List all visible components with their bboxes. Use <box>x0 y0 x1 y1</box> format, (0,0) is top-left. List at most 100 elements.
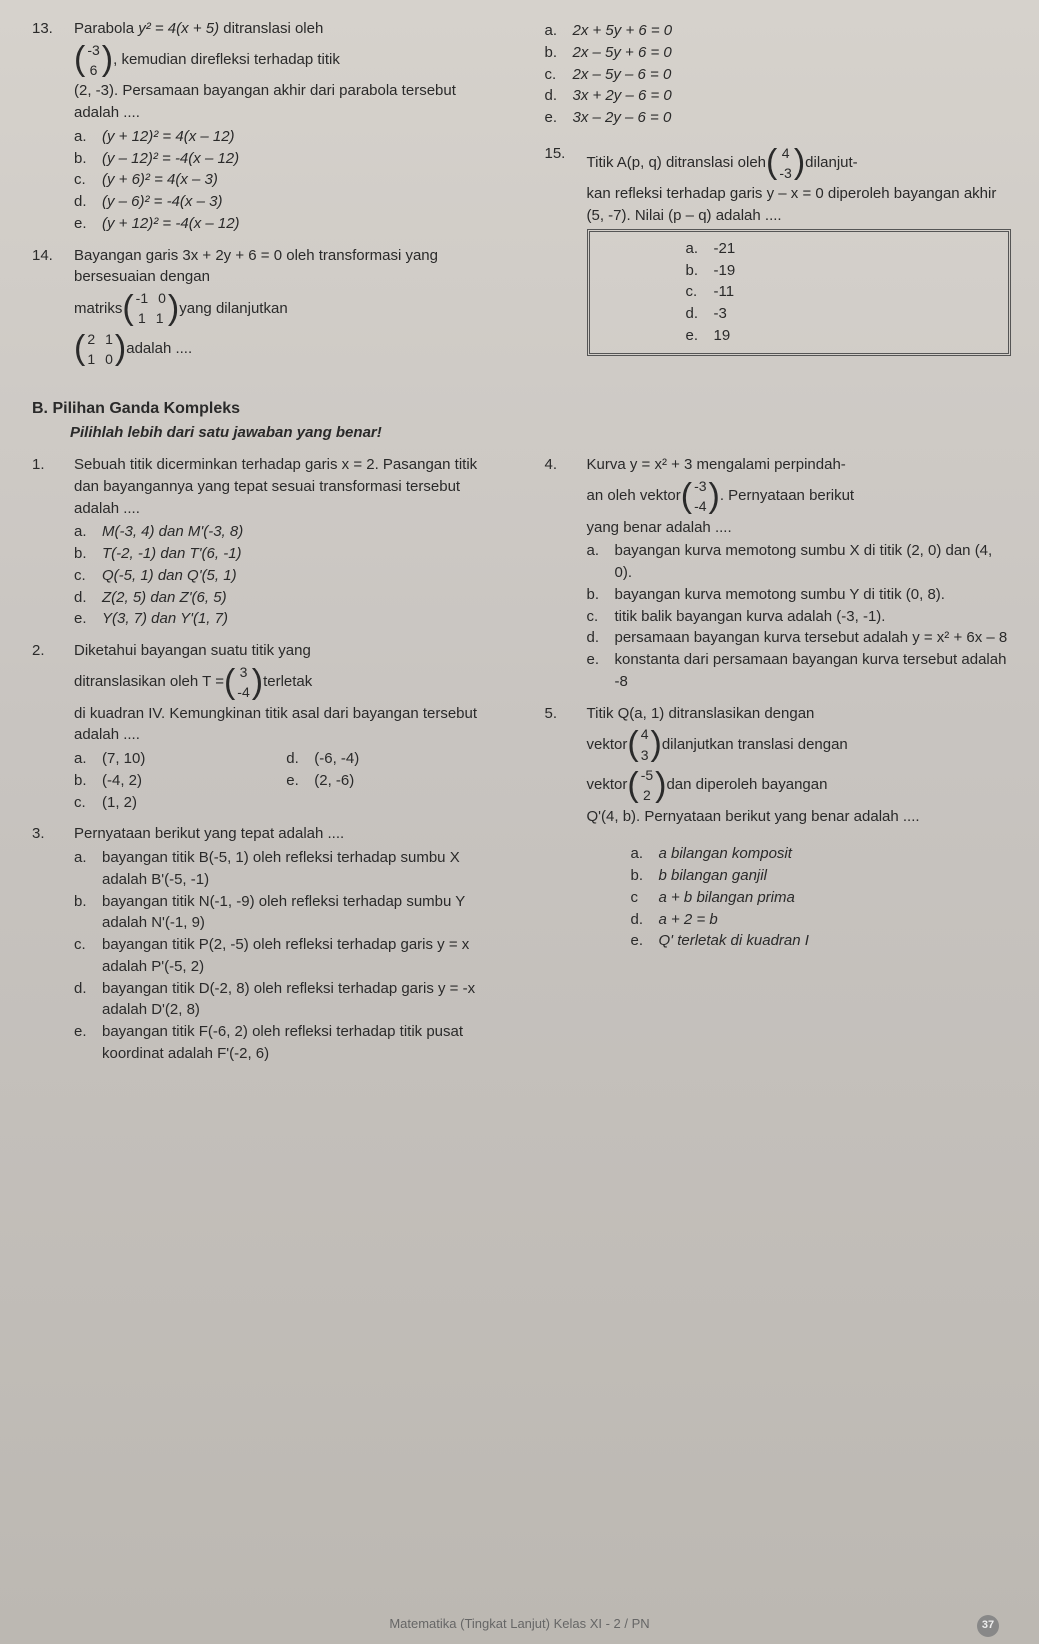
q13-opt-b: (y – 12)² = -4(x – 12) <box>102 148 499 170</box>
b4-number: 4. <box>545 454 587 692</box>
question-b3: 3. Pernyataan berikut yang tepat adalah … <box>32 823 499 1064</box>
opt-letter: b. <box>74 148 102 170</box>
question-b1: 1. Sebuah titik dicerminkan terhadap gar… <box>32 454 499 630</box>
b3-number: 3. <box>32 823 74 1064</box>
q13-vec-bot: 6 <box>90 60 98 80</box>
q15-text3: kan refleksi terhadap garis y – x = 0 di… <box>587 183 1012 227</box>
b1-opt-e: Y(3, 7) dan Y'(1, 7) <box>102 608 499 630</box>
q13-text4: (2, -3). Persamaan bayangan akhir dari p… <box>74 80 499 124</box>
b2-text2: ditranslasikan oleh T = <box>74 671 224 693</box>
q14-text3: yang dilanjutkan <box>179 298 287 320</box>
opt-letter: d. <box>286 748 314 770</box>
b1-opt-b: T(-2, -1) dan T'(6, -1) <box>102 543 499 565</box>
b3-body: Pernyataan berikut yang tepat adalah ...… <box>74 823 499 1064</box>
b5-opt-b: b bilangan ganjil <box>659 865 1012 887</box>
opt-letter: b. <box>545 42 573 64</box>
b5-opt-d: a + 2 = b <box>659 909 1012 931</box>
b4-opt-d: persamaan bayangan kurva ter­sebut adala… <box>615 627 1012 649</box>
opt-letter: d. <box>545 85 573 107</box>
q15-vec-top: 4 <box>782 143 790 163</box>
q13-body: Parabola y² = 4(x + 5) ditranslasi oleh … <box>74 18 499 235</box>
m1-00: -1 <box>136 288 148 308</box>
b5-text3: dilanjutkan translasi dengan <box>662 734 848 756</box>
b5-v1-bot: 3 <box>641 745 649 765</box>
b1-opt-d: Z(2, 5) dan Z'(6, 5) <box>102 587 499 609</box>
opt-letter: e. <box>587 649 615 693</box>
b5-text1: Titik Q(a, 1) ditranslasikan dengan <box>587 703 1012 725</box>
m1-01: 0 <box>158 288 166 308</box>
opt-letter: c. <box>74 169 102 191</box>
opt-letter: d. <box>686 303 714 325</box>
q14-text1: Bayangan garis 3x + 2y + 6 = 0 oleh tran… <box>74 245 499 289</box>
q15-opt-e: 19 <box>714 325 981 347</box>
q13-eq: y² = 4(x + 5) <box>138 20 219 37</box>
question-13: 13. Parabola y² = 4(x + 5) ditranslasi o… <box>32 18 499 235</box>
b3-opt-e: bayangan titik F(-6, 2) oleh refleksi te… <box>102 1021 499 1065</box>
opt-letter: a. <box>545 20 573 42</box>
opt-letter: b. <box>587 584 615 606</box>
opt-letter: e. <box>286 770 314 792</box>
q13-text: Parabola <box>74 20 138 37</box>
b4-vector: (-3-4) <box>681 476 720 517</box>
q13-vector: ( -36 ) <box>74 40 113 81</box>
q15-answer-box: a.-21 b.-19 c.-11 d.-3 e.19 <box>587 229 1012 356</box>
q14-matrix1: ( -10 11 ) <box>122 288 179 329</box>
q13-number: 13. <box>32 18 74 235</box>
b4-opt-a: bayangan kurva memotong sumbu X di titik… <box>615 540 1012 584</box>
b2-number: 2. <box>32 640 74 813</box>
b3-stem: Pernyataan berikut yang tepat adalah ...… <box>74 823 499 845</box>
b4-opt-e: konstanta dari persamaan bayang­an kurva… <box>615 649 1012 693</box>
b4-body: Kurva y = x² + 3 mengalami perpindah- an… <box>587 454 1012 692</box>
q14-matrix2: ( 21 10 ) <box>74 329 126 370</box>
q15-opt-b: -19 <box>714 260 981 282</box>
q13-text3: , kemudian direfleksi terhadap titik <box>113 49 340 71</box>
q15-opt-a: -21 <box>714 238 981 260</box>
q15-text2: dilanjut- <box>805 152 858 174</box>
opt-letter: e. <box>545 107 573 129</box>
q15-body: Titik A(p, q) ditranslasi oleh ( 4-3 ) d… <box>587 143 1012 356</box>
question-14: 14. Bayangan garis 3x + 2y + 6 = 0 oleh … <box>32 245 499 370</box>
opt-letter: e. <box>631 930 659 952</box>
opt-letter: a. <box>631 843 659 865</box>
b2-body: Diketahui bayangan suatu titik yang ditr… <box>74 640 499 813</box>
opt-letter: e. <box>74 213 102 235</box>
b5-opt-e: Q' terletak di kuadran I <box>659 930 1012 952</box>
opt-letter: b. <box>74 770 102 792</box>
opt-letter: c. <box>587 606 615 628</box>
opt-letter: a. <box>74 847 102 891</box>
b3-opt-b: bayangan titik N(-1, -9) oleh refleksi t… <box>102 891 499 935</box>
b5-v1-top: 4 <box>641 724 649 744</box>
q14-opt-a: 2x + 5y + 6 = 0 <box>573 20 1012 42</box>
q13-opt-c: (y + 6)² = 4(x – 3) <box>102 169 499 191</box>
q15-opt-c: -11 <box>714 281 981 303</box>
b2-text3: terletak <box>263 671 312 693</box>
b2-text1: Diketahui bayangan suatu titik yang <box>74 640 499 662</box>
q14-body: Bayangan garis 3x + 2y + 6 = 0 oleh tran… <box>74 245 499 370</box>
opt-letter: b. <box>74 543 102 565</box>
q13-opt-d: (y – 6)² = -4(x – 3) <box>102 191 499 213</box>
b4-vec-top: -3 <box>694 476 706 496</box>
b2-text4: di kuadran IV. Kemungkinan titik asal da… <box>74 703 499 747</box>
b2-opt-e: (2, -6) <box>314 770 498 792</box>
opt-letter: a. <box>587 540 615 584</box>
question-b2: 2. Diketahui bayangan suatu titik yang d… <box>32 640 499 813</box>
opt-letter: d. <box>74 191 102 213</box>
m1-11: 1 <box>156 308 164 328</box>
b5-v2-bot: 2 <box>643 785 651 805</box>
q14-text4: adalah .... <box>126 338 192 360</box>
q13-vec-top: -3 <box>87 40 99 60</box>
b5-text4: vektor <box>587 774 628 796</box>
b5-body: Titik Q(a, 1) ditranslasikan dengan vekt… <box>587 703 1012 962</box>
b2-vec-bot: -4 <box>237 682 249 702</box>
opt-letter: b. <box>631 865 659 887</box>
q13-opt-e: (y + 12)² = -4(x – 12) <box>102 213 499 235</box>
q14-options: a.2x + 5y + 6 = 0 b.2x – 5y + 6 = 0 c.2x… <box>545 20 1012 129</box>
q15-vec-bot: -3 <box>779 163 791 183</box>
opt-letter: d. <box>631 909 659 931</box>
b5-vector2: (-52) <box>627 765 666 806</box>
opt-letter: c. <box>686 281 714 303</box>
b4-opt-b: bayangan kurva memotong sumbu Y di titik… <box>615 584 1012 606</box>
b1-stem: Sebuah titik dicerminkan terhadap garis … <box>74 454 499 519</box>
q13-opt-a: (y + 12)² = 4(x – 12) <box>102 126 499 148</box>
b4-text3: . Pernyataan berikut <box>720 485 854 507</box>
